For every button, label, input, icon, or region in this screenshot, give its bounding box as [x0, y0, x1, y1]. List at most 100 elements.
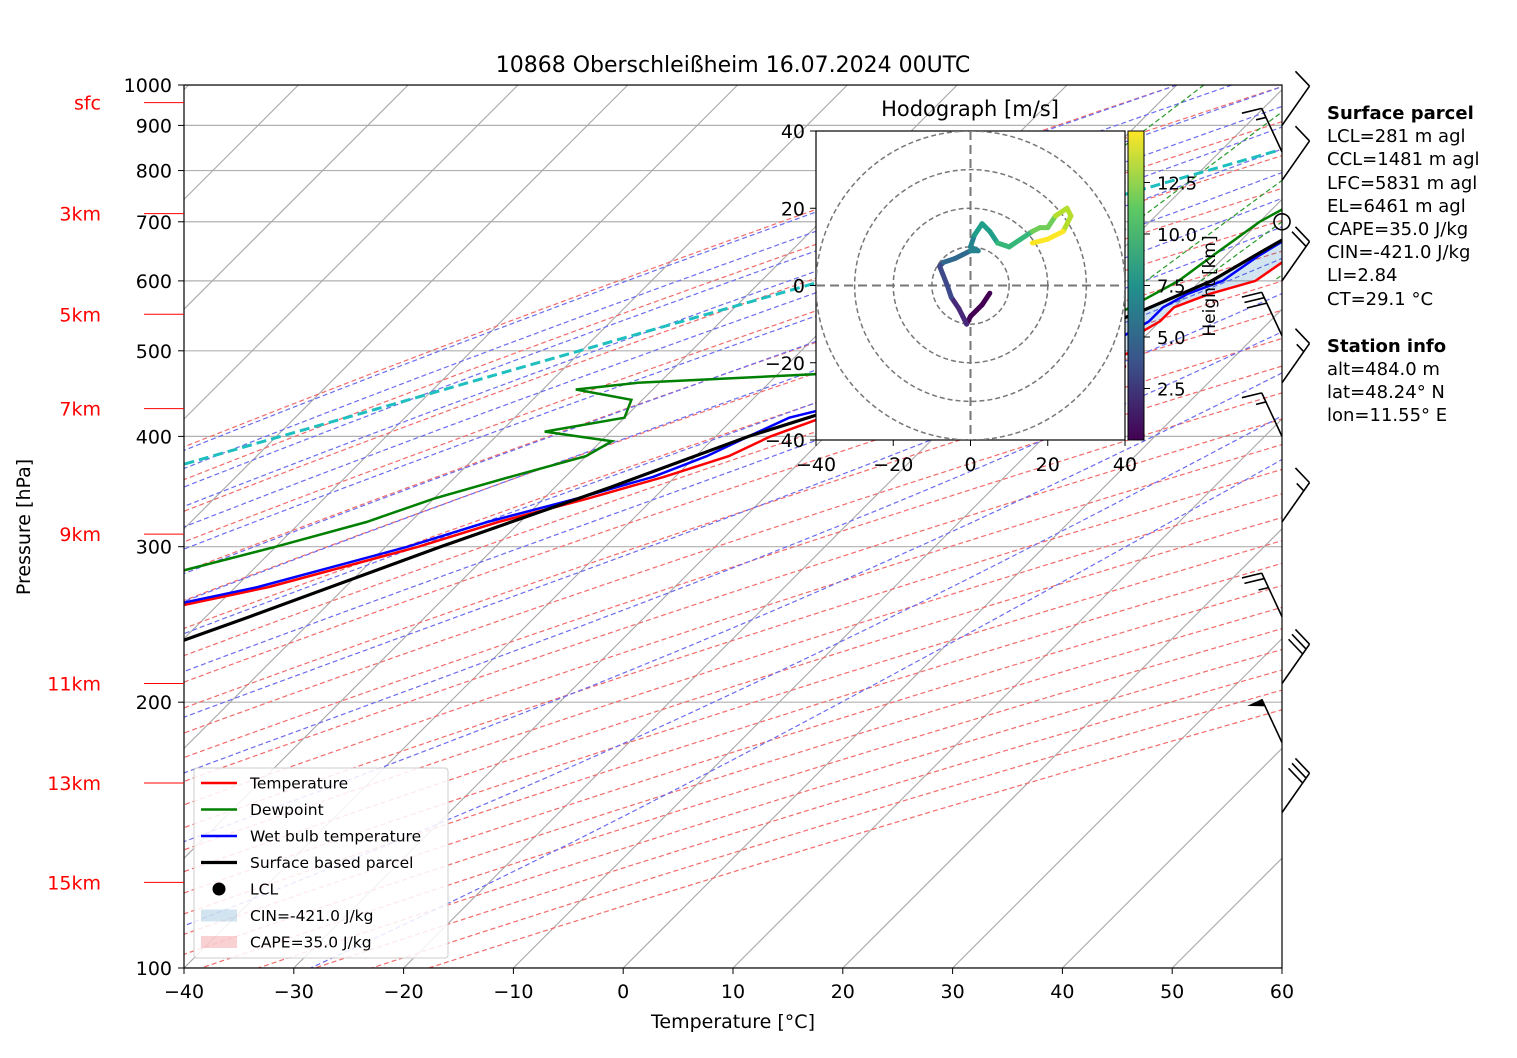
station-info-line: alt=484.0 m: [1327, 358, 1480, 381]
hodo-x-tick-label: −40: [796, 454, 836, 476]
legend-swatch: [201, 936, 237, 948]
barb-full: [1292, 634, 1306, 649]
legend-label: CAPE=35.0 J/kg: [250, 934, 372, 952]
wind-barb: [1282, 71, 1310, 125]
barb-full: [1295, 227, 1309, 242]
barb-full: [1295, 468, 1309, 483]
y-tick-label: 1000: [124, 75, 172, 97]
surface-parcel-line: LFC=5831 m agl: [1327, 172, 1480, 195]
height-label: 3km: [59, 204, 101, 226]
y-tick-label: 200: [136, 692, 172, 714]
y-tick-label: 900: [136, 115, 172, 137]
info-panel: Surface parcel LCL=281 m agl CCL=1481 m …: [1327, 102, 1480, 428]
y-tick-label: 700: [136, 212, 172, 234]
y-tick-label: 100: [136, 958, 172, 980]
barb-full: [1289, 639, 1303, 654]
wind-barb: [1282, 126, 1310, 180]
x-tick-label: 10: [721, 981, 745, 1003]
height-label: 13km: [47, 773, 101, 795]
barb-full: [1295, 758, 1309, 773]
hodo-x-tick-label: 40: [1113, 454, 1137, 476]
barb-half: [1297, 344, 1304, 351]
x-tick-label: −30: [274, 981, 314, 1003]
hodo-x-tick-label: 0: [964, 454, 976, 476]
x-tick-label: 20: [831, 981, 855, 1003]
barb-full: [1292, 763, 1306, 778]
y-tick-label: 400: [136, 426, 172, 448]
y-tick-label: 300: [136, 537, 172, 559]
y-tick-label: 800: [136, 161, 172, 183]
colorbar-tick-label: 2.5: [1157, 380, 1186, 401]
legend-label: Temperature: [249, 775, 348, 793]
height-label: 9km: [59, 524, 101, 546]
mixing-ratio-line: [1491, 85, 1517, 281]
colorbar-label: Height [km]: [1200, 235, 1220, 336]
x-tick-label: 60: [1270, 981, 1294, 1003]
surface-parcel-title: Surface parcel: [1327, 102, 1480, 125]
surface-parcel-line: LCL=281 m agl: [1327, 125, 1480, 148]
x-axis-label: Temperature [°C]: [650, 1011, 815, 1033]
station-info-title: Station info: [1327, 335, 1480, 358]
barb-full: [1295, 329, 1309, 344]
height-label: 11km: [47, 673, 101, 695]
hodograph-colorbar: [1128, 131, 1144, 440]
colorbar-tick-label: 10.0: [1157, 225, 1197, 246]
hodo-y-tick-label: 20: [781, 198, 805, 220]
legend-label: Dewpoint: [250, 801, 324, 819]
x-tick-label: 50: [1160, 981, 1184, 1003]
y-axis-label: Pressure [hPa]: [13, 459, 35, 595]
x-tick-label: −10: [493, 981, 533, 1003]
legend-label: Wet bulb temperature: [250, 828, 421, 846]
height-label: sfc: [74, 93, 101, 115]
surface-parcel-line: CIN=-421.0 J/kg: [1327, 241, 1480, 264]
x-tick-label: 40: [1050, 981, 1074, 1003]
hodo-y-tick-label: 40: [781, 121, 805, 143]
height-label: 7km: [59, 399, 101, 421]
hodograph-title: Hodograph [m/s]: [881, 97, 1059, 121]
height-label: 5km: [59, 304, 101, 326]
legend-label: LCL: [250, 881, 278, 899]
barb-full: [1295, 126, 1309, 141]
barb-full: [1292, 232, 1306, 247]
hodo-x-tick-label: 20: [1036, 454, 1060, 476]
wind-barb: [1282, 758, 1310, 812]
surface-parcel-line: LI=2.84: [1327, 264, 1480, 287]
barb-staff: [1282, 86, 1310, 125]
x-tick-label: 30: [941, 981, 965, 1003]
barb-half: [1297, 483, 1304, 490]
barb-staff: [1282, 141, 1310, 180]
height-label: 15km: [47, 872, 101, 894]
barb-staff: [1282, 242, 1310, 281]
surface-parcel-line: CCL=1481 m agl: [1327, 148, 1480, 171]
colorbar-tick-label: 5.0: [1157, 328, 1186, 349]
barb-full: [1295, 629, 1309, 644]
legend: Temperature Dewpoint Wet bulb temperature S…: [194, 768, 448, 958]
wind-barb: [1282, 629, 1310, 683]
hodo-x-tick-label: −20: [873, 454, 913, 476]
barb-staff: [1282, 343, 1310, 382]
surface-parcel-line: CT=29.1 °C: [1327, 288, 1480, 311]
legend-label: Surface based parcel: [250, 854, 413, 872]
hodo-y-tick-label: −40: [765, 430, 805, 452]
barb-staff: [1282, 773, 1310, 812]
hodo-y-tick-label: −20: [765, 353, 805, 375]
x-tick-label: 0: [617, 981, 629, 1003]
station-info-line: lon=11.55° E: [1327, 404, 1480, 427]
wind-barb: [1282, 468, 1310, 522]
colorbar-tick-label: 12.5: [1157, 174, 1197, 195]
x-tick-label: −40: [164, 981, 204, 1003]
station-info-line: lat=48.24° N: [1327, 381, 1480, 404]
barb-staff: [1282, 483, 1310, 522]
barb-staff: [1282, 644, 1310, 683]
wind-barb: [1282, 227, 1310, 281]
barb-full: [1295, 71, 1309, 86]
legend-swatch: [201, 910, 237, 922]
y-tick-label: 500: [136, 341, 172, 363]
chart-title: 10868 Oberschleißheim 16.07.2024 00UTC: [496, 53, 971, 78]
colorbar-tick-label: 7.5: [1157, 277, 1186, 298]
surface-parcel-line: EL=6461 m agl: [1327, 195, 1480, 218]
surface-parcel-line: CAPE=35.0 J/kg: [1327, 218, 1480, 241]
